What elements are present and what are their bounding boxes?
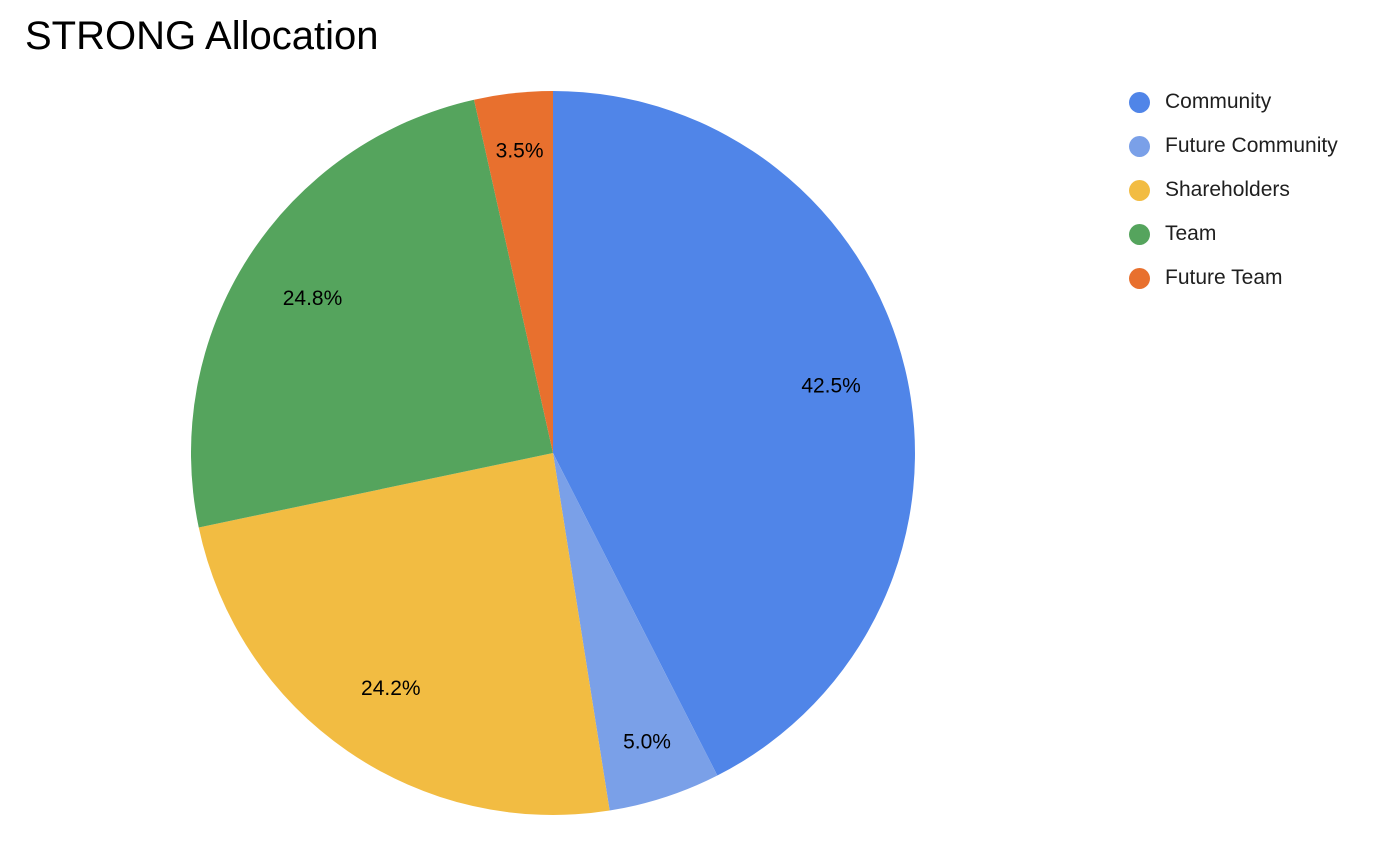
slice-value-label-shareholders: 24.2% (361, 677, 421, 700)
slice-value-label-future-community: 5.0% (623, 731, 671, 754)
legend-color-dot-icon (1129, 223, 1150, 245)
legend-item-label: Future Community (1165, 134, 1338, 157)
chart-title: STRONG Allocation (25, 14, 379, 58)
pie-chart: 42.5% 5.0% 24.2% 24.8% 3.5% (191, 91, 915, 815)
legend-item-future-community[interactable]: Future Community (1129, 134, 1338, 158)
legend-item-future-team[interactable]: Future Team (1129, 266, 1338, 290)
legend-item-label: Shareholders (1165, 178, 1290, 201)
legend-item-label: Team (1165, 222, 1217, 245)
legend-item-community[interactable]: Community (1129, 90, 1338, 114)
slice-value-label-community: 42.5% (801, 375, 861, 398)
legend-color-dot-icon (1129, 135, 1150, 157)
pie-slice-team[interactable] (191, 99, 553, 528)
slice-value-label-future-team: 3.5% (496, 139, 544, 162)
legend-item-label: Future Team (1165, 266, 1283, 289)
pie-slice-future-team[interactable] (474, 91, 553, 453)
legend-color-dot-icon (1129, 267, 1150, 289)
legend-color-dot-icon (1129, 179, 1150, 201)
legend-item-team[interactable]: Team (1129, 222, 1338, 246)
pie-slice-community[interactable] (553, 91, 915, 776)
legend-color-dot-icon (1129, 91, 1150, 113)
pie-slice-future-community[interactable] (553, 453, 718, 811)
legend-item-shareholders[interactable]: Shareholders (1129, 178, 1338, 202)
pie-slice-shareholders[interactable] (198, 453, 610, 815)
legend-item-label: Community (1165, 90, 1272, 113)
chart-legend: Community Future Community Shareholders Tea… (1129, 90, 1338, 310)
slice-value-label-team: 24.8% (283, 287, 343, 310)
